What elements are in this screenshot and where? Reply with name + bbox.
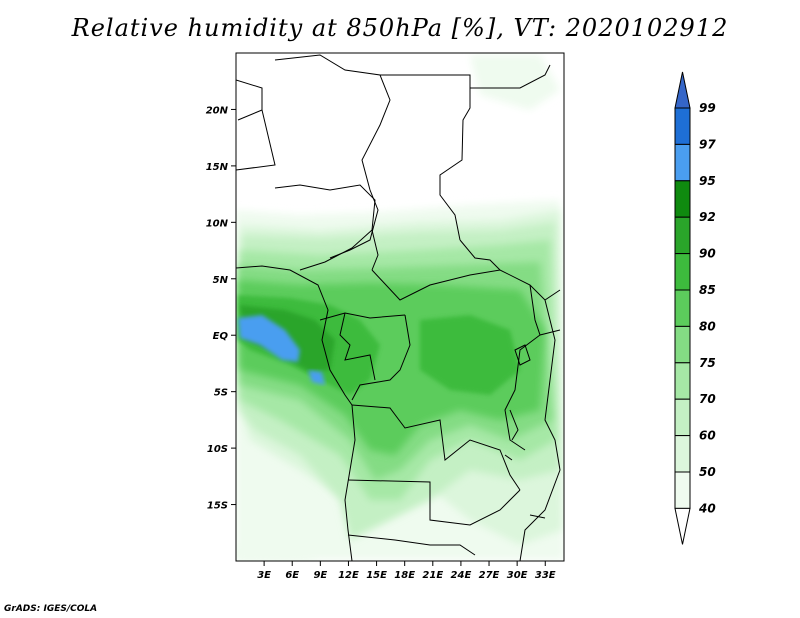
humidity-field <box>236 53 564 561</box>
lon-label: 3E <box>257 570 271 581</box>
border-angola-namibia <box>347 534 476 556</box>
colorbar-segment <box>674 180 691 218</box>
border-congo <box>351 314 411 401</box>
colorbar-segment <box>674 325 691 364</box>
colorbar-label: 50 <box>699 465 716 479</box>
lon-label: 9E <box>313 570 327 581</box>
lon-label: 18E <box>394 570 415 581</box>
lat-label: 20N <box>206 105 229 116</box>
colorbar-over-arrow <box>674 71 691 109</box>
chart-title: Relative humidity at 850hPa [%], VT: 202… <box>71 14 729 42</box>
lat-label: EQ <box>213 331 229 342</box>
colorbar-segment <box>674 216 691 255</box>
colorbar-under-arrow <box>674 507 691 545</box>
colorbar-label: 92 <box>699 210 716 224</box>
colorbar-segment <box>674 107 691 145</box>
border-drc-east <box>504 284 541 451</box>
colorbar-segment <box>674 253 691 291</box>
border-drc-south <box>351 404 521 491</box>
colorbar-label: 40 <box>698 501 716 515</box>
colorbar-label: 97 <box>699 137 716 151</box>
lon-label: 24E <box>451 570 472 581</box>
border-northwest <box>236 79 276 171</box>
lon-label: 30E <box>507 570 528 581</box>
colorbar: 99 97 95 92 90 85 80 75 70 60 50 40 <box>674 71 716 545</box>
colorbar-label: 80 <box>699 319 716 333</box>
lon-label: 27E <box>479 570 500 581</box>
border-angola-zambia <box>347 479 521 526</box>
lon-label: 15E <box>366 570 387 581</box>
colorbar-segment <box>674 435 691 473</box>
border-car <box>371 269 561 301</box>
longitude-axis: 3E 6E 9E 12E 15E 18E 21E 24E 27E 30E 33E <box>257 561 556 581</box>
lat-label: 10N <box>206 218 229 229</box>
lat-label: 15N <box>206 162 229 173</box>
lon-label: 6E <box>285 570 299 581</box>
colorbar-label: 75 <box>699 356 716 370</box>
lake-shapes <box>504 344 546 519</box>
map-frame <box>235 52 565 562</box>
colorbar-segment <box>674 289 691 327</box>
colorbar-label: 70 <box>699 392 716 406</box>
colorbar-label: 85 <box>699 283 716 297</box>
colorbar-label: 90 <box>699 247 716 261</box>
border-nigeria <box>274 184 376 271</box>
lon-label: 21E <box>422 570 443 581</box>
colorbar-label: 95 <box>699 174 716 188</box>
border-libya-sudan <box>380 74 471 241</box>
colorbar-label: 99 <box>699 101 716 115</box>
border-chad-car <box>371 229 501 271</box>
lat-label: 15S <box>207 501 228 512</box>
rh-95-97-spot <box>308 370 325 385</box>
border-cameroon-gabon <box>319 312 406 381</box>
border-niger-chad <box>274 54 391 259</box>
country-borders <box>236 54 561 561</box>
latitude-axis: 20N 15N 10N 5N EQ 5S 10S 15S <box>206 105 236 512</box>
north-east-coast <box>470 64 551 89</box>
rh-85-90-east <box>420 315 520 395</box>
colorbar-label: 60 <box>699 429 716 443</box>
rh-40-50-north <box>470 55 560 110</box>
colorbar-segment <box>674 362 691 400</box>
coastline-west <box>236 265 356 561</box>
colorbar-segment <box>674 143 691 182</box>
lat-label: 5S <box>214 388 228 399</box>
lon-label: 12E <box>338 570 359 581</box>
rh-95-97-region <box>238 315 300 362</box>
grads-credit: GrADS: IGES/COLA <box>4 604 98 614</box>
lat-label: 5N <box>213 275 229 286</box>
lon-label: 33E <box>535 570 556 581</box>
colorbar-segment <box>674 471 691 509</box>
border-east-lakes <box>519 299 561 561</box>
rh-40-50-south <box>236 545 320 561</box>
lat-label: 10S <box>207 444 228 455</box>
colorbar-segment <box>674 398 691 437</box>
